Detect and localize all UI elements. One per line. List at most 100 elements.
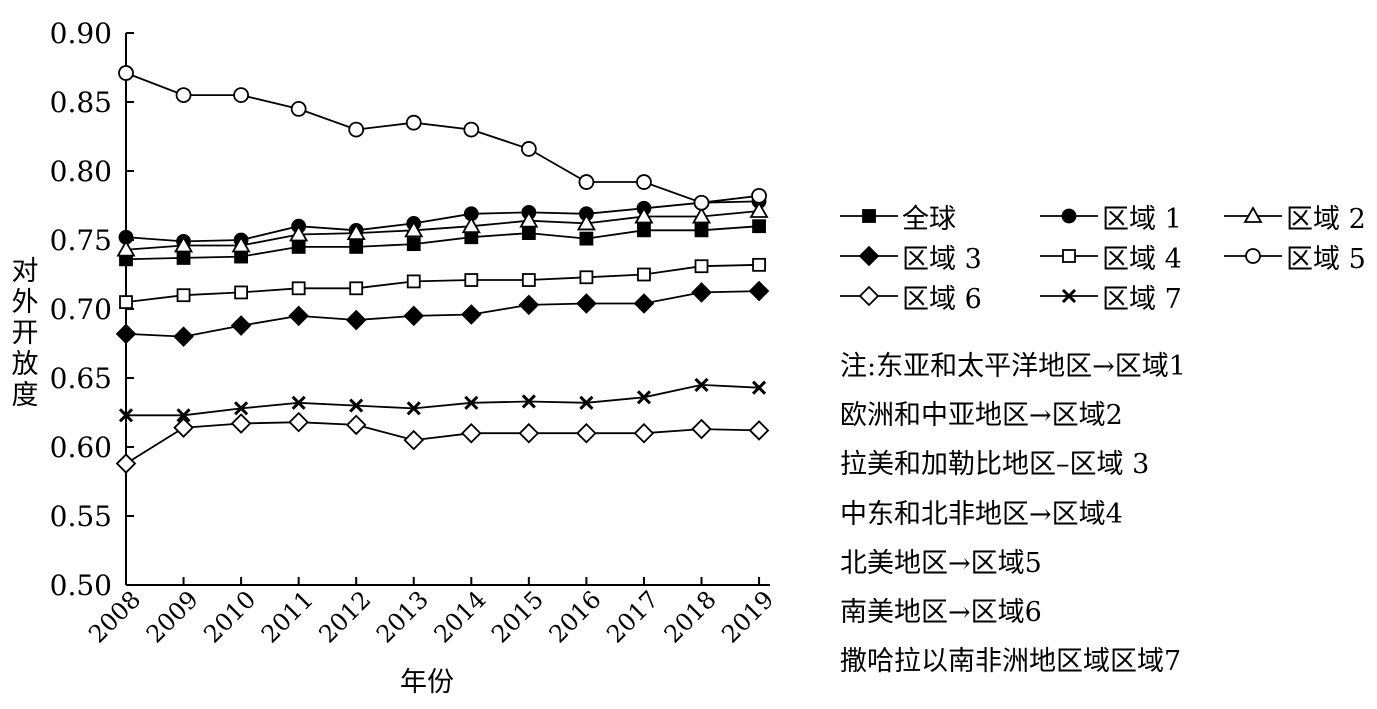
legend-item: 区域 3 bbox=[838, 236, 982, 276]
legend-marker bbox=[1062, 249, 1076, 263]
y-tick-label: 0.90 bbox=[50, 17, 112, 50]
series-line-1 bbox=[125, 200, 760, 243]
data-point bbox=[234, 401, 249, 416]
series-points-6 bbox=[115, 411, 770, 474]
note-line: 北美地区→区域5 bbox=[840, 547, 1042, 579]
data-point bbox=[176, 408, 191, 423]
data-point bbox=[119, 295, 133, 310]
data-point bbox=[634, 206, 654, 224]
legend-marker-icon bbox=[1224, 248, 1282, 264]
series-points-2 bbox=[116, 201, 769, 257]
series-line-5 bbox=[125, 72, 760, 204]
legend-item: 区域 5 bbox=[1222, 236, 1366, 276]
data-point bbox=[694, 223, 709, 238]
data-point bbox=[521, 394, 536, 409]
legend-item: 区域 2 bbox=[1222, 196, 1366, 236]
x-tick-label: 2016 bbox=[544, 585, 607, 648]
data-point bbox=[233, 87, 250, 103]
data-point bbox=[749, 201, 769, 218]
x-tick-label: 2018 bbox=[659, 585, 722, 648]
data-point bbox=[633, 422, 655, 444]
data-point bbox=[115, 453, 137, 474]
y-tick-label: 0.80 bbox=[50, 155, 112, 188]
data-point bbox=[173, 326, 194, 347]
x-tick-label: 2013 bbox=[371, 585, 434, 648]
data-point bbox=[633, 293, 655, 314]
legend-marker bbox=[858, 245, 880, 267]
x-axis-label: 年份 bbox=[400, 667, 454, 698]
data-point bbox=[461, 216, 481, 234]
legend-item: 区域 7 bbox=[1038, 276, 1182, 316]
data-point bbox=[346, 223, 366, 241]
data-point bbox=[579, 395, 594, 410]
note-line: 欧洲和中亚地区→区域2 bbox=[840, 400, 1123, 432]
data-point bbox=[231, 235, 251, 253]
data-point bbox=[234, 285, 249, 300]
data-point bbox=[348, 121, 365, 138]
data-point bbox=[173, 235, 194, 253]
data-point bbox=[406, 401, 421, 416]
x-tick-label: 2014 bbox=[429, 585, 492, 648]
series-line-2 bbox=[125, 210, 760, 251]
y-tick-label: 0.55 bbox=[50, 500, 112, 533]
y-tick-label: 0.75 bbox=[50, 224, 112, 257]
data-point bbox=[291, 395, 306, 410]
y-tick-label: 0.85 bbox=[50, 86, 112, 119]
legend-label: 全球 bbox=[902, 203, 956, 235]
data-point bbox=[345, 414, 367, 436]
legend-label: 区域 5 bbox=[1286, 243, 1366, 275]
data-point bbox=[403, 429, 425, 451]
data-point bbox=[518, 294, 540, 316]
data-point bbox=[691, 418, 712, 440]
legend-item: 全球 bbox=[838, 196, 956, 236]
legend-marker-icon bbox=[840, 209, 898, 223]
data-point bbox=[349, 239, 364, 254]
legend-label: 区域 7 bbox=[1102, 283, 1182, 315]
data-point bbox=[751, 187, 767, 204]
y-axis-label-char: 放 bbox=[11, 349, 39, 380]
legend-item: 区域 4 bbox=[1038, 236, 1182, 276]
data-point bbox=[405, 114, 422, 131]
data-point bbox=[693, 194, 710, 211]
data-point bbox=[748, 420, 770, 441]
data-point bbox=[349, 281, 364, 296]
y-tick-label: 0.60 bbox=[50, 431, 112, 464]
data-point bbox=[118, 65, 134, 81]
data-point bbox=[464, 273, 479, 287]
data-point bbox=[176, 251, 191, 265]
data-point bbox=[230, 413, 252, 434]
data-point bbox=[288, 305, 309, 327]
data-point bbox=[403, 305, 425, 327]
data-point bbox=[637, 267, 651, 282]
data-point bbox=[637, 223, 651, 238]
data-point bbox=[176, 288, 191, 303]
legend-label: 区域 2 bbox=[1286, 203, 1366, 235]
data-point bbox=[752, 219, 766, 234]
data-point bbox=[406, 274, 421, 289]
data-point bbox=[519, 210, 539, 228]
data-point bbox=[694, 259, 709, 274]
data-point bbox=[463, 121, 480, 138]
note-line: 撒哈拉以南非洲地区域区域7 bbox=[840, 646, 1182, 678]
y-axis-label-char: 度 bbox=[11, 380, 39, 411]
y-tick-label: 0.50 bbox=[50, 569, 112, 602]
legend-marker bbox=[862, 209, 876, 223]
x-tick-label: 2010 bbox=[198, 585, 261, 648]
data-point bbox=[636, 390, 652, 405]
data-point bbox=[291, 281, 306, 296]
legend-marker bbox=[1061, 288, 1077, 304]
series-points-5 bbox=[118, 65, 767, 211]
x-tick-label: 2011 bbox=[256, 585, 319, 648]
series-markers bbox=[115, 65, 770, 474]
data-point bbox=[694, 377, 709, 392]
x-tick-label: 2012 bbox=[313, 585, 376, 648]
data-point bbox=[175, 87, 192, 103]
y-tick-label: 0.65 bbox=[50, 362, 112, 395]
data-point bbox=[461, 304, 482, 325]
data-point bbox=[404, 220, 424, 238]
series-line-3 bbox=[125, 290, 760, 338]
legend-marker bbox=[858, 285, 880, 307]
data-point bbox=[349, 398, 364, 413]
data-point bbox=[691, 282, 712, 303]
